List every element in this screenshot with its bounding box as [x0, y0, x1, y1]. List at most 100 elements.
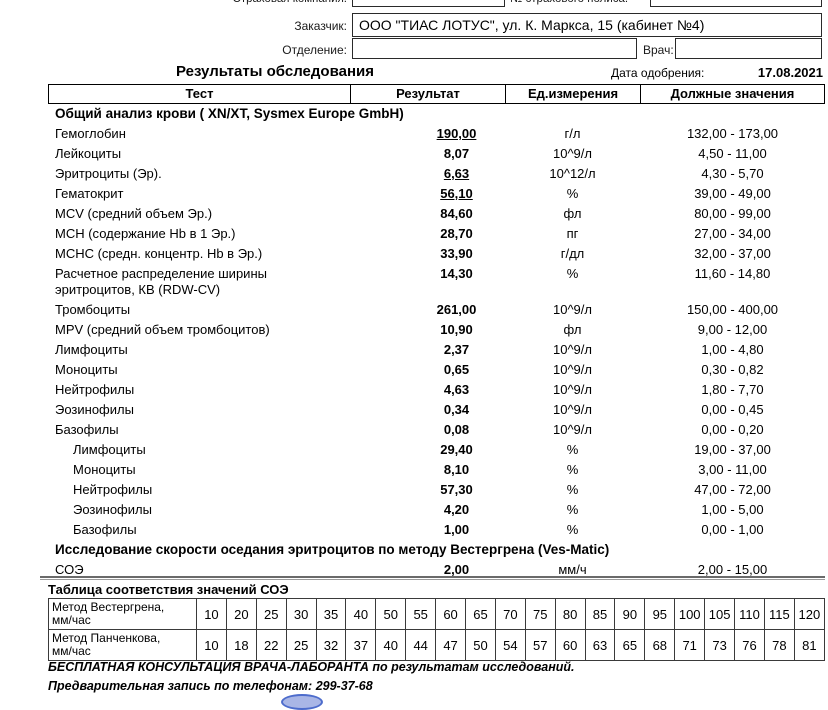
result-value: 261,00: [436, 302, 477, 317]
soe-value-cell: 55: [405, 598, 437, 630]
result-value: 2,37: [443, 342, 470, 357]
results-table-body: Общий анализ крови ( XN/XT, Sysmex Europ…: [48, 104, 825, 580]
footer-phone-note: Предварительная запись по телефонам: 299…: [48, 679, 373, 693]
result-row: Эозинофилы 4,20% 1,00 - 5,00: [48, 500, 825, 520]
test-name: Базофилы: [73, 522, 137, 537]
soe-value-cell: 63: [584, 629, 616, 661]
soe-method-label: Метод Панченкова, мм/час: [48, 629, 197, 661]
section-divider: [40, 576, 825, 580]
unit: фл: [563, 206, 582, 221]
unit: %: [566, 266, 579, 281]
soe-value-cell: 35: [315, 598, 347, 630]
result-value: 0,65: [443, 362, 470, 377]
result-value: 14,30: [440, 266, 473, 281]
customer-label: Заказчик:: [294, 19, 347, 33]
result-row: Эритроциты (Эр). 6,63 10^12/л 4,30 - 5,70: [48, 164, 825, 184]
soe-value-cell: 10: [196, 598, 227, 630]
reference-range: 11,60 - 14,80: [694, 266, 771, 281]
result-value: 57,30: [440, 482, 473, 497]
result-value: 10,90: [440, 322, 473, 337]
reference-range: 19,00 - 37,00: [694, 442, 771, 457]
test-name: Лимфоциты: [73, 442, 146, 457]
soe-value-cell: 90: [614, 598, 646, 630]
test-name: Эозинофилы: [73, 502, 152, 517]
unit: пг: [566, 226, 579, 241]
test-name: Моноциты: [73, 462, 136, 477]
approval-date-value: 17.08.2021: [757, 65, 823, 80]
test-name-line1: Расчетное распределение ширины: [55, 266, 267, 281]
unit: г/л: [564, 126, 581, 141]
unit: 10^9/л: [553, 302, 592, 317]
unit: 10^9/л: [553, 362, 592, 377]
approval-date-label: Дата одобрения:: [611, 66, 705, 80]
soe-value-cell: 47: [435, 629, 467, 661]
soe-value-cell: 76: [734, 629, 765, 661]
test-name: Лейкоциты: [55, 146, 122, 161]
report-title: Результаты обследования: [176, 63, 374, 80]
insurance-company-field: [352, 0, 505, 7]
customer-value: ООО "ТИАС ЛОТУС", ул. К. Маркса, 15 (каб…: [359, 17, 705, 33]
unit: фл: [563, 322, 582, 337]
soe-value-cell: 80: [554, 598, 586, 630]
soe-method-label: Метод Вестергрена, мм/час: [48, 598, 197, 630]
soe-value-cell: 25: [285, 629, 317, 661]
unit: 10^9/л: [553, 382, 592, 397]
soe-value-cell: 50: [465, 629, 496, 661]
soe-row: Метод Вестергрена, мм/час 10 20 25 30 35 40 50 5…: [48, 598, 826, 630]
soe-value-cell: 120: [793, 598, 826, 630]
reference-range: 4,50 - 11,00: [698, 146, 767, 161]
soe-value-cell: 32: [315, 629, 347, 661]
result-row: Лимфоциты 29,40% 19,00 - 37,00: [48, 440, 825, 460]
result-row: MPV (средний объем тромбоцитов) 10,90 фл 9,…: [48, 320, 825, 340]
test-name: MCH (содержание Hb в 1 Эр.): [55, 226, 236, 241]
test-name: Гемоглобин: [55, 126, 126, 141]
result-row: Гемоглобин 190,00 г/л 132,00 - 173,00: [48, 124, 825, 144]
soe-value-cell: 85: [584, 598, 616, 630]
result-row: СОЭ 2,00 мм/ч 2,00 - 15,00: [48, 560, 825, 580]
result-value: 6,63: [443, 166, 470, 181]
result-row: MCV (средний объем Эр.) 84,60 фл 80,00 - 99…: [48, 204, 825, 224]
soe-value-cell: 71: [674, 629, 706, 661]
unit: %: [566, 482, 579, 497]
soe-value-cell: 18: [225, 629, 257, 661]
test-name: Лимфоциты: [55, 342, 128, 357]
result-value: 33,90: [440, 246, 473, 261]
reference-range: 39,00 - 49,00: [694, 186, 771, 201]
soe-value-cell: 81: [793, 629, 826, 661]
column-reference: Должные значения: [670, 86, 795, 101]
result-value: 28,70: [440, 226, 473, 241]
result-value: 0,08: [443, 422, 470, 437]
test-name: СОЭ: [55, 562, 84, 577]
result-row: Лейкоциты 8,07 10^9/л 4,50 - 11,00: [48, 144, 825, 164]
test-name-line2: эритроцитов, КВ (RDW-CV): [55, 282, 221, 297]
reference-range: 0,00 - 1,00: [701, 522, 764, 537]
soe-row: Метод Панченкова, мм/час 10 18 22 25 32 37 40 44…: [48, 629, 826, 661]
result-row: Нейтрофилы 4,63 10^9/л 1,80 - 7,70: [48, 380, 825, 400]
result-value: 4,20: [443, 502, 470, 517]
soe-value-cell: 22: [255, 629, 287, 661]
unit: 10^12/л: [549, 166, 596, 181]
reference-range: 1,00 - 4,80: [701, 342, 764, 357]
result-value: 29,40: [440, 442, 473, 457]
soe-value-cell: 50: [375, 598, 407, 630]
soe-value-cell: 20: [225, 598, 257, 630]
result-row: Расчетное распределение ширины эритроцито…: [48, 264, 825, 300]
soe-value-cell: 70: [494, 598, 526, 630]
test-name: Базофилы: [55, 422, 119, 437]
department-field: [352, 38, 637, 59]
unit: г/дл: [560, 246, 585, 261]
test-name: Нейтрофилы: [73, 482, 153, 497]
result-value: 1,00: [443, 522, 470, 537]
unit: 10^9/л: [553, 342, 592, 357]
soe-value-cell: 10: [196, 629, 227, 661]
result-row: Эозинофилы 0,34 10^9/л 0,00 - 0,45: [48, 400, 825, 420]
reference-range: 0,30 - 0,82: [701, 362, 764, 377]
result-row: Базофилы 1,00% 0,00 - 1,00: [48, 520, 825, 540]
reference-range: 150,00 - 400,00: [686, 302, 779, 317]
soe-value-cell: 105: [704, 598, 736, 630]
soe-value-cell: 40: [345, 598, 377, 630]
policy-number-field: [650, 0, 822, 7]
reference-range: 80,00 - 99,00: [694, 206, 771, 221]
footer-consultation-note: БЕСПЛАТНАЯ КОНСУЛЬТАЦИЯ ВРАЧА-ЛАБОРАНТА …: [48, 660, 575, 674]
soe-value-cell: 73: [704, 629, 736, 661]
